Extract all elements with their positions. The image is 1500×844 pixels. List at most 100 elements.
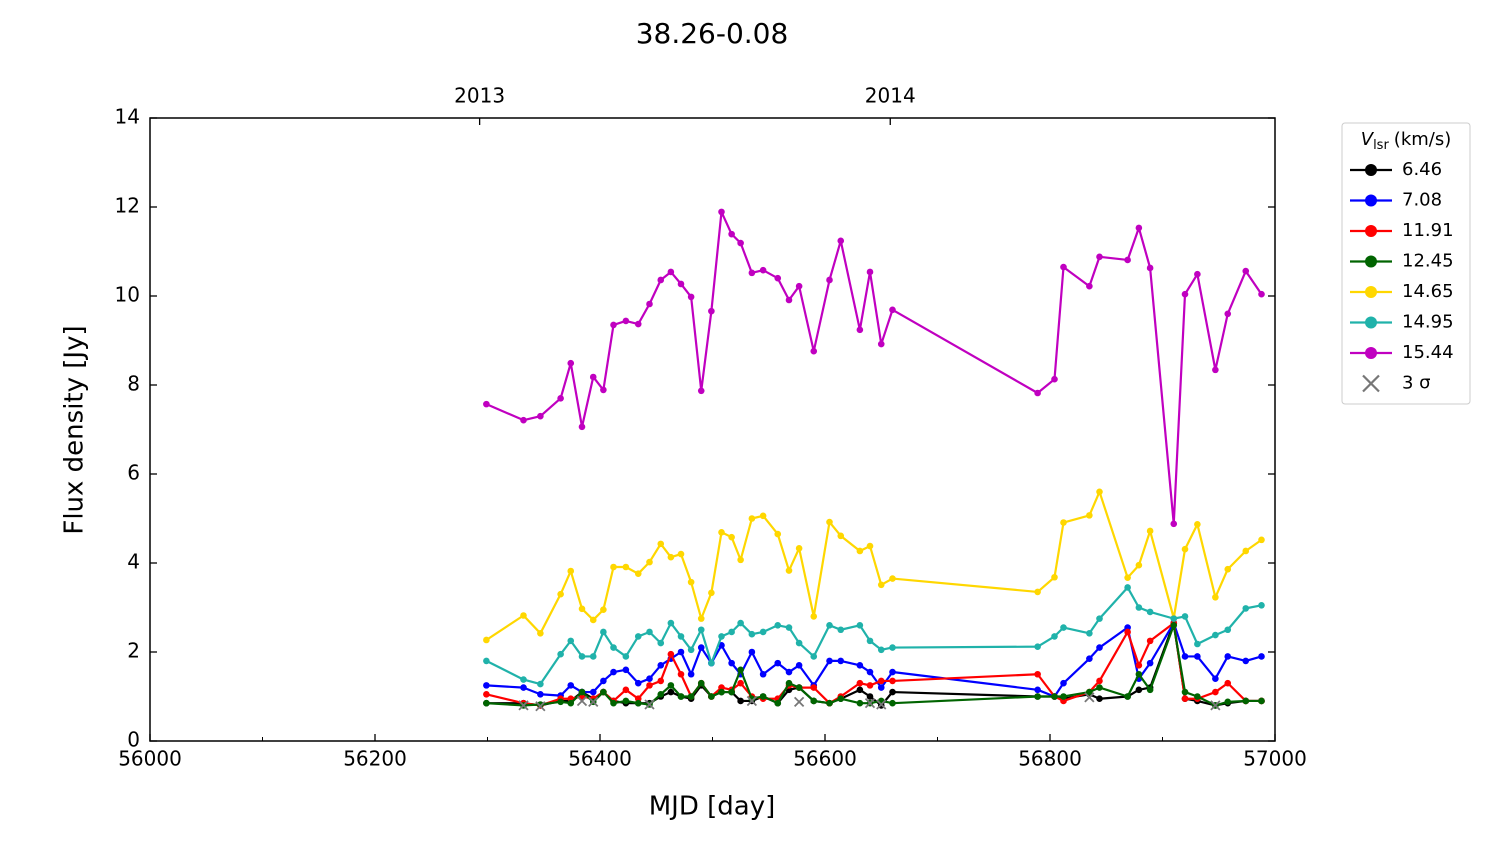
- data-point: [866, 668, 874, 676]
- data-point: [557, 650, 564, 658]
- data-point: [1194, 520, 1201, 528]
- data-point: [667, 682, 675, 689]
- data-point: [557, 395, 564, 402]
- data-point: [1135, 224, 1143, 232]
- data-point: [622, 563, 630, 571]
- upper-limit-marker: [1084, 692, 1095, 703]
- data-point: [810, 347, 818, 355]
- data-point: [537, 680, 544, 688]
- data-point: [1034, 588, 1041, 596]
- y-tick-label: 2: [127, 639, 140, 663]
- data-point: [877, 684, 885, 691]
- data-point: [785, 567, 793, 574]
- data-point: [1242, 657, 1250, 665]
- data-point: [837, 695, 845, 703]
- data-point: [1212, 631, 1219, 639]
- data-point: [1034, 670, 1041, 678]
- data-point: [483, 657, 490, 665]
- y-axis-label: Flux density [Jy]: [60, 325, 90, 534]
- data-point: [1258, 536, 1265, 544]
- data-point: [687, 693, 695, 700]
- data-point: [837, 657, 845, 665]
- data-point: [837, 626, 845, 634]
- y-tick-label: 14: [115, 105, 140, 129]
- legend-label: 15.44: [1402, 342, 1454, 363]
- data-point: [697, 387, 705, 395]
- data-point: [759, 266, 767, 274]
- data-point: [877, 581, 885, 589]
- data-point: [1194, 653, 1201, 660]
- data-point: [866, 542, 874, 550]
- data-point: [634, 679, 642, 687]
- data-point: [610, 321, 617, 329]
- data-point: [557, 698, 564, 706]
- data-point: [567, 682, 575, 689]
- data-point: [810, 684, 818, 691]
- data-point: [1086, 630, 1093, 637]
- data-point: [810, 653, 818, 660]
- data-point: [1170, 520, 1178, 528]
- data-point: [677, 550, 685, 558]
- data-point: [578, 653, 586, 660]
- data-point: [889, 699, 896, 707]
- data-point: [785, 668, 793, 676]
- data-point: [748, 648, 756, 656]
- legend-label: 6.46: [1402, 159, 1442, 180]
- data-point: [728, 659, 735, 667]
- data-point: [622, 686, 630, 694]
- x-tick-label: 56400: [568, 747, 632, 771]
- data-point: [774, 530, 782, 538]
- data-point: [646, 558, 653, 566]
- data-point: [1170, 615, 1178, 622]
- data-point: [1146, 637, 1154, 645]
- data-point: [856, 547, 864, 555]
- x-tick-label: 56200: [343, 747, 407, 771]
- data-point: [759, 628, 767, 636]
- data-point: [1124, 256, 1131, 264]
- data-point: [1181, 545, 1189, 553]
- data-point: [856, 699, 864, 707]
- data-point: [589, 653, 597, 660]
- data-point: [646, 300, 653, 308]
- data-point: [1181, 613, 1189, 620]
- data-point: [748, 515, 756, 522]
- data-point: [1086, 655, 1093, 662]
- y-tick-label: 0: [127, 728, 140, 752]
- data-point: [634, 633, 642, 640]
- data-point: [708, 307, 715, 315]
- legend-label: 11.91: [1402, 220, 1454, 241]
- series: [483, 208, 1265, 528]
- data-point: [1181, 653, 1189, 660]
- data-point: [1086, 688, 1093, 696]
- data-point: [1194, 693, 1201, 700]
- data-point: [634, 699, 642, 707]
- data-point: [889, 668, 896, 676]
- data-point: [826, 657, 833, 665]
- data-point: [1194, 640, 1201, 648]
- data-point: [657, 662, 665, 669]
- data-point: [737, 679, 744, 687]
- data-point: [667, 688, 675, 696]
- data-point: [1242, 605, 1250, 612]
- upper-limit-marker: [576, 695, 588, 707]
- upper-limit-marker: [864, 698, 876, 709]
- data-point: [837, 237, 845, 245]
- data-point: [687, 646, 695, 654]
- legend-title: Vlsr (km/s): [1361, 129, 1452, 153]
- data-point: [1135, 670, 1143, 678]
- data-point: [1224, 626, 1232, 634]
- series: [483, 584, 1265, 688]
- data-point: [774, 699, 782, 707]
- upper-limit-marker: [644, 699, 655, 710]
- data-point: [667, 268, 675, 276]
- data-point: [856, 679, 864, 687]
- data-point: [589, 373, 597, 381]
- data-point: [810, 613, 818, 620]
- data-point: [677, 693, 685, 700]
- data-point: [810, 697, 818, 705]
- data-point: [1096, 644, 1103, 651]
- data-point: [1224, 679, 1232, 687]
- data-point: [622, 653, 630, 660]
- data-point: [610, 563, 617, 571]
- data-point: [718, 208, 725, 216]
